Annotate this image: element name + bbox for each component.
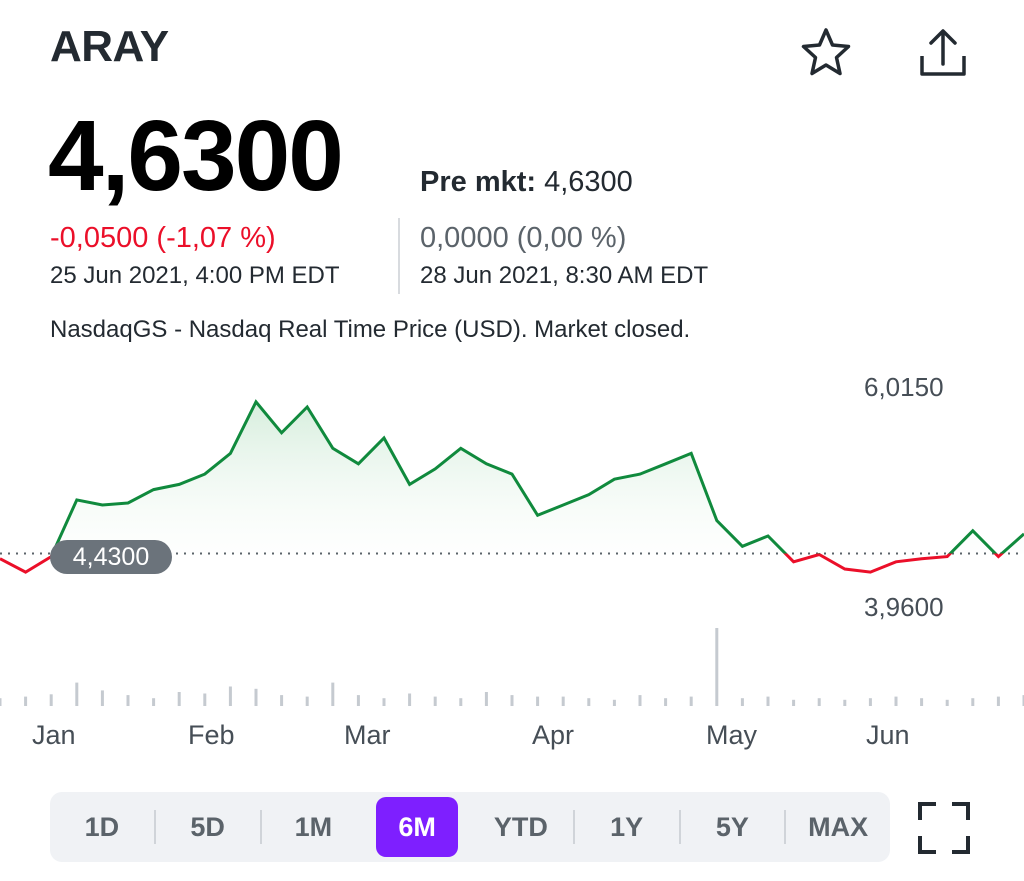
volume-bar xyxy=(996,696,1000,706)
range-1m[interactable]: 1M xyxy=(294,812,333,842)
range-ytd[interactable]: YTD xyxy=(493,812,548,842)
current-price: 4,6300 xyxy=(48,100,344,212)
share-upload-icon[interactable] xyxy=(914,24,972,82)
volume-bar xyxy=(0,698,2,706)
volume-bar xyxy=(484,692,488,706)
volume-bar xyxy=(561,696,565,706)
pre-market-price: 4,6300 xyxy=(544,166,633,198)
market-status-note: NasdaqGS - Nasdaq Real Time Price (USD).… xyxy=(50,316,691,343)
volume-bar xyxy=(638,695,642,706)
volume-bar xyxy=(868,698,872,706)
range-selector: 1D 5D 1M 6M YTD 1Y 5Y MAX xyxy=(50,792,890,862)
range-separator xyxy=(678,810,681,844)
x-tick-label: Apr xyxy=(532,720,575,750)
volume-bar xyxy=(382,698,386,706)
pre-market-quote: Pre mkt: 4,6300 xyxy=(420,166,633,199)
star-outline-icon[interactable] xyxy=(797,24,855,82)
volume-bar xyxy=(587,698,591,706)
price-line-up xyxy=(50,399,1024,554)
range-5y[interactable]: 5Y xyxy=(715,812,749,842)
volume-bar xyxy=(817,698,821,706)
range-max[interactable]: MAX xyxy=(808,812,869,842)
ticker-symbol: ARAY xyxy=(50,22,169,71)
range-1y[interactable]: 1Y xyxy=(610,812,644,842)
range-separator xyxy=(259,810,262,844)
volume-bar xyxy=(280,695,284,706)
fullscreen-icon[interactable] xyxy=(916,800,972,856)
volume-bar xyxy=(75,682,79,706)
volume-bar xyxy=(305,696,309,706)
volume-bar xyxy=(843,699,847,706)
volume-bar xyxy=(433,696,437,706)
volume-bars xyxy=(0,628,1024,706)
x-tick-label: Jun xyxy=(866,720,910,750)
volume-bar xyxy=(971,698,975,706)
chart-low-label: 3,9600 xyxy=(864,592,944,622)
volume-bar xyxy=(689,696,693,706)
quote-divider xyxy=(398,218,400,294)
volume-bar xyxy=(408,693,412,706)
range-1d[interactable]: 1D xyxy=(84,812,120,842)
volume-bar xyxy=(894,696,898,706)
volume-bar xyxy=(740,698,744,706)
volume-bar xyxy=(152,698,156,706)
x-tick-label: May xyxy=(706,720,758,750)
range-separator xyxy=(153,810,156,844)
volume-bar xyxy=(459,698,463,706)
pre-market-change: 0,0000 (0,00 %) xyxy=(420,222,627,254)
volume-bar xyxy=(510,695,514,706)
volume-bar xyxy=(612,699,616,706)
previous-close-badge: 4,4300 xyxy=(50,540,172,574)
volume-bar xyxy=(356,695,360,706)
volume-bar xyxy=(792,699,796,706)
price-line-down xyxy=(0,553,1005,574)
volume-bar xyxy=(203,693,207,706)
volume-bar xyxy=(1022,695,1024,706)
volume-bar xyxy=(126,695,130,706)
range-5d[interactable]: 5D xyxy=(190,812,225,842)
volume-bar xyxy=(945,699,949,706)
range-separator xyxy=(784,810,787,844)
volume-bar xyxy=(715,628,719,706)
volume-bar xyxy=(24,696,28,706)
chart-high-label: 6,0150 xyxy=(864,372,944,402)
volume-bar xyxy=(49,694,53,706)
price-chart[interactable] xyxy=(0,370,1024,710)
volume-bar xyxy=(920,698,924,706)
volume-bar xyxy=(766,696,770,706)
volume-bar xyxy=(177,692,181,706)
volume-bar xyxy=(100,690,104,706)
range-6m[interactable]: 6M xyxy=(365,797,469,857)
volume-bar xyxy=(331,682,335,706)
volume-bar xyxy=(228,686,232,706)
pre-market-timestamp: 28 Jun 2021, 8:30 AM EDT xyxy=(420,262,709,289)
pre-market-label: Pre mkt: xyxy=(420,166,537,198)
range-separator xyxy=(572,810,575,844)
volume-bar xyxy=(664,698,668,706)
price-change: -0,0500 (-1,07 %) xyxy=(50,222,276,254)
volume-bar xyxy=(254,688,258,706)
price-area-fill xyxy=(0,401,1024,554)
volume-bar xyxy=(536,696,540,706)
x-tick-label: Mar xyxy=(344,720,391,750)
x-tick-label: Feb xyxy=(188,720,235,750)
close-timestamp: 25 Jun 2021, 4:00 PM EDT xyxy=(50,262,340,289)
x-tick-label: Jan xyxy=(32,720,76,750)
